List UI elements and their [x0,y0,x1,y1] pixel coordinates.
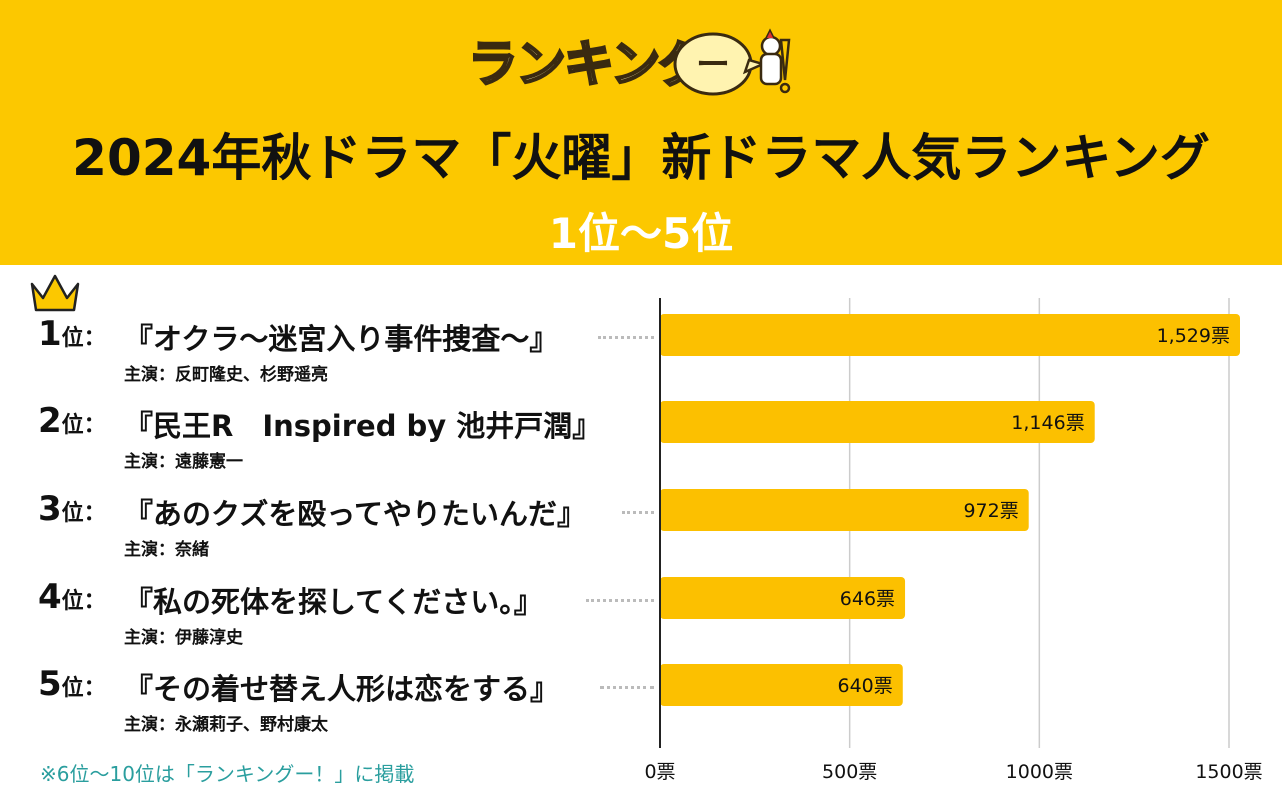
bar-value-label: 1,146票 [1011,412,1084,434]
drama-title: 『あのクズを殴ってやりたいんだ』 [124,497,586,531]
rank-number: 2位： [38,401,106,441]
x-tick-label: 1000票 [1006,761,1073,783]
drama-title: 『民王R Inspired by 池井戸潤』 [124,409,602,443]
ranking-row-4: 4位： 『私の死体を探してください。』 主演：伊藤淳史 [0,577,660,657]
logo-bubble-icon: ー [673,28,791,96]
crown-icon [30,274,80,312]
leader-dots [600,686,654,689]
drama-cast: 主演：奈緒 [124,540,209,560]
ranking-row-1: 1位： 『オクラ〜迷宮入り事件捜査〜』 主演：反町隆史、杉野遥亮 [0,314,660,394]
bar-value-label: 640票 [838,675,893,697]
rank-number: 1位： [38,314,106,354]
logo-suffix: ー [696,45,730,85]
leader-dots [598,336,654,339]
rank-number: 4位： [38,577,106,617]
ranking-row-5: 5位： 『その着せ替え人形は恋をする』 主演：永瀬莉子、野村康太 [0,664,660,744]
header-banner: ランキング ー 2024年秋ドラマ「火曜」新ドラマ人気ランキング 1位〜5位 [0,0,1282,265]
x-tick-label: 1500票 [1195,761,1262,783]
rank-number: 3位： [38,489,106,529]
x-tick-label: 0票 [644,761,675,783]
bar [660,314,1241,356]
drama-title: 『その着せ替え人形は恋をする』 [124,672,560,706]
bar-value-label: 646票 [840,588,895,610]
logo-text: ランキング [467,34,710,95]
bar-value-label: 972票 [963,500,1018,522]
bar-value-label: 1,529票 [1157,325,1230,347]
drama-cast: 主演：遠藤憲一 [124,452,243,472]
leader-dots [622,511,654,514]
page-title: 2024年秋ドラマ「火曜」新ドラマ人気ランキング [72,129,1210,187]
site-logo: ランキング ー [467,22,818,102]
drama-title: 『オクラ〜迷宮入り事件捜査〜』 [124,322,559,356]
page-subtitle: 1位〜5位 [548,209,734,258]
rank-number: 5位： [38,664,106,704]
x-tick-label: 500票 [822,761,877,783]
drama-cast: 主演：反町隆史、杉野遥亮 [124,365,328,385]
leader-dots [586,599,654,602]
bar [660,577,906,619]
drama-title: 『私の死体を探してください。』 [124,585,543,619]
ranking-row-2: 2位： 『民王R Inspired by 池井戸潤』 主演：遠藤憲一 [0,401,660,481]
ranking-row-3: 3位： 『あのクズを殴ってやりたいんだ』 主演：奈緒 [0,489,660,569]
drama-cast: 主演：伊藤淳史 [124,628,243,648]
footnote: ※6位〜10位は「ランキングー！」に掲載 [40,762,415,786]
drama-cast: 主演：永瀬莉子、野村康太 [124,715,328,735]
bar [660,664,903,706]
bar [660,401,1095,443]
bar [660,489,1029,531]
